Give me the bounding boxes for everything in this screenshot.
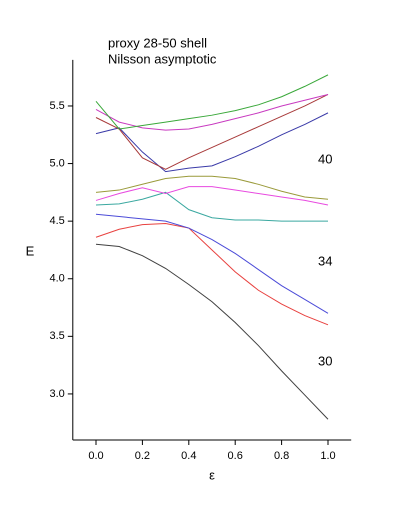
y-tick-label: 3.5 [50, 330, 65, 342]
y-axis-label: E [26, 243, 35, 258]
series-line [95, 94, 329, 170]
y-tick-label: 4.5 [50, 215, 65, 227]
series-line [95, 186, 329, 206]
series-line [95, 112, 329, 173]
series-line [95, 222, 329, 326]
chart-title: proxy 28-50 shell [108, 35, 207, 50]
x-tick-label: 0.0 [88, 450, 103, 462]
y-tick-label: 5.5 [50, 100, 65, 112]
series-line [95, 191, 328, 222]
x-tick-label: 1.0 [320, 450, 335, 462]
series-line [95, 213, 329, 314]
x-tick-label: 0.2 [135, 450, 150, 462]
y-tick-label: 5.0 [50, 157, 65, 169]
series-line [95, 175, 329, 200]
chart-title: Nilsson asymptotic [108, 51, 217, 66]
annotation: 34 [318, 253, 332, 268]
x-tick-label: 0.8 [274, 450, 289, 462]
y-tick-label: 3.0 [50, 388, 65, 400]
annotation: 30 [318, 353, 332, 368]
series-line [95, 74, 329, 130]
series-line [95, 243, 329, 420]
series-line [95, 93, 329, 131]
x-axis-label: ε [209, 467, 215, 482]
annotation: 40 [318, 151, 332, 166]
x-tick-label: 0.4 [181, 450, 196, 462]
x-tick-label: 0.6 [228, 450, 243, 462]
y-tick-label: 4.0 [50, 273, 65, 285]
